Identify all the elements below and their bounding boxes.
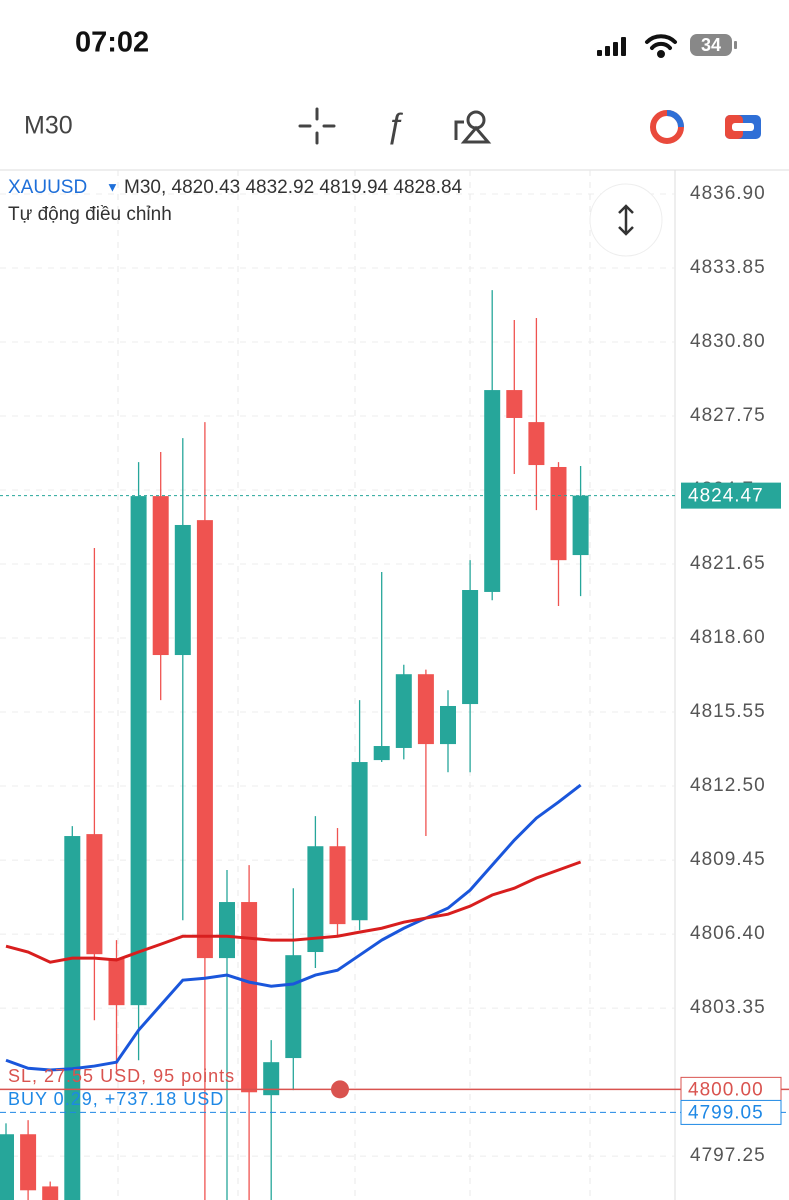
subtitle: Tự động điều chỉnh (8, 204, 172, 225)
indicator-tool[interactable]: ƒ (386, 107, 405, 146)
plot (0, 193, 675, 1200)
candle-body (152, 496, 169, 656)
candle-body (329, 846, 346, 925)
moving-average (5, 860, 582, 964)
y-tick-label: 4821.65 (690, 553, 766, 574)
candle-body (42, 1186, 59, 1200)
candle-body (395, 674, 412, 748)
candle-body (440, 705, 456, 745)
candle-body (351, 762, 368, 921)
moving-average (5, 783, 582, 1072)
battery-icon (690, 34, 732, 56)
symbol-dropdown[interactable]: ▼ (106, 179, 119, 194)
candle-body (484, 390, 501, 592)
y-tick-label: 4833.85 (690, 257, 766, 278)
y-tick-label: 4797.25 (690, 1145, 766, 1166)
info-line: M30, 4820.43 4832.92 4819.94 4828.84 (124, 177, 463, 198)
trade-tool[interactable] (725, 115, 761, 139)
sl-price-label: 4800.00 (688, 1079, 764, 1100)
sl-text: SL, 27.55 USD, 95 points (8, 1066, 235, 1086)
candle-body (0, 1134, 14, 1200)
signal-icon (597, 37, 626, 56)
y-tick-label: 4815.55 (690, 701, 766, 722)
candle-body (373, 746, 390, 761)
candle-body (528, 422, 545, 466)
vertical-grid (117, 170, 591, 1200)
candle-body (64, 836, 81, 1200)
candle-body (130, 496, 147, 1006)
symbol[interactable]: XAUUSD (8, 177, 87, 198)
clock-tool[interactable] (650, 110, 684, 144)
candle-body (219, 902, 235, 959)
y-tick-label: 4803.35 (690, 997, 766, 1018)
candle-body (241, 902, 258, 1093)
y-tick-label: 4809.45 (690, 849, 766, 870)
y-tick-label: 4830.80 (690, 331, 766, 352)
objects-tool[interactable] (454, 110, 492, 144)
candle-body (307, 846, 324, 953)
y-tick-label: 4836.90 (690, 183, 766, 204)
y-tick-label: 4806.40 (690, 923, 766, 944)
candle-body (20, 1134, 37, 1191)
candle-body (196, 520, 213, 959)
candle-body (285, 955, 302, 1059)
crosshair-tool[interactable] (298, 107, 336, 145)
candle-body (174, 524, 191, 656)
sl-box (680, 1076, 782, 1102)
battery-tip (734, 41, 737, 49)
candle-body (417, 674, 434, 745)
current-price-label: 4824.47 (688, 486, 764, 507)
candle-body (550, 466, 567, 561)
buy-price-label: 4799.05 (688, 1102, 764, 1123)
sl-handle[interactable] (331, 1080, 349, 1099)
buy-text: BUY 0.29, +737.18 USD (8, 1089, 224, 1109)
wifi-icon (645, 34, 677, 58)
candle-body (263, 1062, 280, 1096)
y-tick-label: 4827.75 (690, 405, 766, 426)
y-tick-label: 4818.60 (690, 627, 766, 648)
scale-button[interactable] (589, 183, 663, 257)
candle-body (572, 495, 589, 556)
candle-body (86, 834, 103, 955)
candle-body (462, 590, 479, 705)
battery-level: 34 (701, 35, 721, 55)
current-price-box (681, 482, 781, 509)
candle-body (108, 958, 125, 1006)
clock: 07:02 (75, 27, 149, 59)
y-tick-label: 4812.50 (690, 775, 766, 796)
buy-box (680, 1099, 782, 1125)
candle-body (506, 390, 523, 418)
timeframe-button[interactable]: M30 (24, 112, 73, 140)
